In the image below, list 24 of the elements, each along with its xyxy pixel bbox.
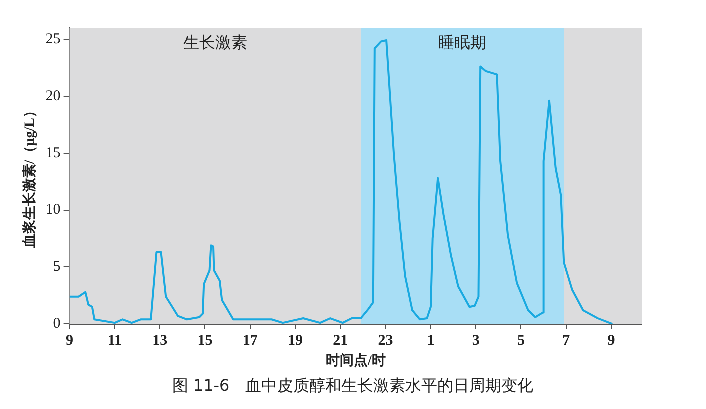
y-tick-label: 20 (46, 88, 61, 104)
band-label: 睡眠期 (438, 34, 487, 52)
x-tick-label: 1 (427, 333, 435, 350)
y-tick-label: 25 (46, 31, 61, 48)
x-tick-label: 21 (333, 333, 348, 350)
x-tick-label: 11 (108, 333, 122, 350)
x-tick-label: 9 (66, 333, 74, 350)
x-tick-label: 7 (562, 333, 571, 350)
y-tick-label: 10 (46, 202, 61, 218)
x-tick-label: 15 (198, 333, 213, 350)
y-tick-label: 15 (46, 145, 61, 162)
x-tick-label: 3 (472, 333, 480, 350)
y-axis-title: 血浆生长激素/（μg/L） (22, 104, 38, 250)
x-tick-label: 5 (517, 333, 525, 350)
x-tick-label: 17 (242, 333, 258, 350)
x-tick-label: 19 (288, 333, 304, 350)
x-tick-label: 23 (378, 333, 394, 350)
caption: 图 11-6 血中皮质醇和生长激素水平的日周期变化 (171, 376, 535, 397)
band-label: 生长激素 (183, 34, 248, 52)
x-tick-label: 9 (608, 333, 616, 350)
x-tick-label: 13 (152, 333, 168, 350)
y-tick-label: 5 (53, 259, 61, 276)
y-tick-label: 0 (53, 316, 61, 332)
x-axis-title: 时间点/时 (326, 353, 386, 370)
